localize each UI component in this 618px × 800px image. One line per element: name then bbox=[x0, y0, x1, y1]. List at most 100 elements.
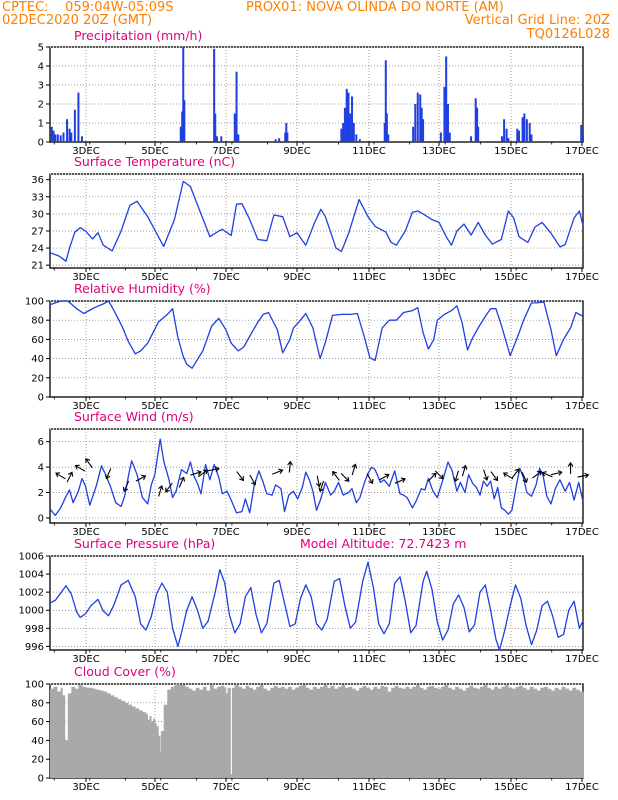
x-tick-label: 15DEC bbox=[494, 782, 528, 793]
precip-bar bbox=[233, 113, 236, 142]
cloud-bar bbox=[583, 692, 584, 778]
wind-arrow bbox=[318, 480, 325, 493]
cloud-bar bbox=[81, 686, 86, 778]
cloud-bar bbox=[423, 689, 427, 778]
x-tick-label: 7DEC bbox=[212, 401, 239, 412]
precip-bar bbox=[351, 96, 354, 142]
precip-bar bbox=[182, 47, 185, 142]
wind-arrow bbox=[198, 469, 208, 478]
model-id: TQ0126L028 bbox=[526, 27, 610, 42]
cloud-bar bbox=[206, 690, 211, 778]
y-tick-label: 0 bbox=[38, 774, 44, 785]
wind-arrow bbox=[490, 471, 499, 482]
x-tick-label: 17DEC bbox=[565, 401, 599, 412]
precip-bar bbox=[73, 109, 76, 142]
precip-bar bbox=[439, 132, 442, 142]
x-tick-label: 11DEC bbox=[352, 272, 386, 283]
cloud-bar bbox=[376, 688, 381, 778]
x-tick-label: 17DEC bbox=[565, 782, 599, 793]
cloud-bar bbox=[188, 688, 193, 778]
cloud-bar bbox=[199, 689, 204, 778]
cloud-bar bbox=[504, 684, 509, 778]
cloud-bar bbox=[526, 689, 530, 778]
cloud-bar bbox=[401, 688, 406, 778]
cloud-bar bbox=[153, 718, 156, 778]
cloud-bar bbox=[543, 686, 548, 778]
cloud-bar bbox=[149, 715, 152, 778]
cloud-bar bbox=[408, 688, 413, 778]
cloud-bar bbox=[259, 684, 264, 778]
precip-bar bbox=[80, 136, 83, 142]
y-tick-label: 100 bbox=[25, 297, 44, 308]
cloud-bar bbox=[465, 687, 470, 778]
precip-bar bbox=[342, 123, 345, 142]
cloud-bar bbox=[320, 686, 324, 778]
precip-bar bbox=[582, 136, 584, 142]
cloud-bar bbox=[202, 686, 207, 778]
cloud-bar bbox=[579, 691, 584, 778]
cloud-bar bbox=[181, 684, 186, 778]
wind-arrow bbox=[427, 472, 437, 482]
cloud-bar bbox=[508, 687, 513, 778]
x-tick-label: 3DEC bbox=[72, 654, 99, 665]
cloud-bar bbox=[380, 685, 385, 778]
x-tick-label: 17DEC bbox=[565, 527, 599, 538]
precip-bar bbox=[387, 134, 390, 142]
cloud-bar bbox=[412, 686, 417, 778]
x-tick-label: 3DEC bbox=[72, 401, 99, 412]
y-tick-label: 80 bbox=[31, 698, 44, 709]
cloud-bar bbox=[284, 688, 289, 778]
cloud-bar bbox=[298, 685, 303, 778]
cloud-bar bbox=[455, 686, 459, 778]
wind-arrow bbox=[55, 472, 66, 480]
precip-bar bbox=[420, 107, 423, 142]
cloud-bar bbox=[575, 689, 580, 778]
cloud-bar bbox=[558, 689, 562, 778]
cloud-bar bbox=[472, 687, 477, 778]
wind-arrow bbox=[434, 470, 444, 480]
cloud-bar bbox=[440, 686, 445, 778]
precip-bar bbox=[384, 60, 387, 142]
precip-bar bbox=[503, 119, 506, 142]
cloud-bar bbox=[447, 687, 452, 778]
cloud-bar bbox=[533, 688, 538, 778]
precip-bar bbox=[50, 126, 53, 142]
cloud-bar bbox=[266, 690, 271, 778]
precip-bar bbox=[84, 141, 87, 142]
cloud-bar bbox=[369, 689, 374, 778]
wind-arrow bbox=[66, 471, 74, 483]
cloud-bar bbox=[295, 687, 300, 778]
precip-bar bbox=[347, 92, 350, 142]
precip-bar bbox=[54, 134, 57, 142]
wind-arrow bbox=[178, 476, 186, 488]
panel-frame bbox=[49, 46, 584, 143]
precip-bar bbox=[59, 135, 62, 142]
wind-arrow bbox=[567, 461, 574, 474]
precip-bar bbox=[477, 126, 480, 142]
station-coordinates: CPTEC: 059:04W-05:09S bbox=[2, 0, 174, 15]
cloud-bar bbox=[252, 689, 257, 778]
y-tick-label: 1002 bbox=[19, 588, 44, 599]
x-tick-label: 15DEC bbox=[494, 401, 528, 412]
cloud-bar bbox=[330, 685, 335, 778]
cloud-bar bbox=[270, 687, 275, 778]
wind-series-line bbox=[49, 438, 584, 517]
y-tick-label: 80 bbox=[31, 316, 44, 327]
cloud-bar bbox=[536, 690, 541, 778]
cloud-bar bbox=[85, 687, 90, 778]
y-tick-label: 0 bbox=[38, 393, 44, 404]
wind-arrow bbox=[249, 474, 257, 486]
cloud-bar bbox=[565, 688, 570, 778]
x-tick-label: 11DEC bbox=[352, 527, 386, 538]
x-tick-label: 7DEC bbox=[212, 272, 239, 283]
cloud-bar bbox=[113, 697, 118, 778]
model-altitude-label: Model Altitude: 72.7423 m bbox=[300, 536, 466, 551]
cloud-bar bbox=[291, 689, 296, 778]
cloud-bar bbox=[391, 687, 395, 778]
x-tick-label: 11DEC bbox=[352, 782, 386, 793]
x-tick-label: 17DEC bbox=[565, 146, 599, 157]
y-tick-label: 20 bbox=[31, 373, 44, 384]
cloud-bar bbox=[213, 688, 218, 778]
y-tick-label: 4 bbox=[38, 463, 44, 474]
y-tick-label: 36 bbox=[31, 175, 44, 186]
